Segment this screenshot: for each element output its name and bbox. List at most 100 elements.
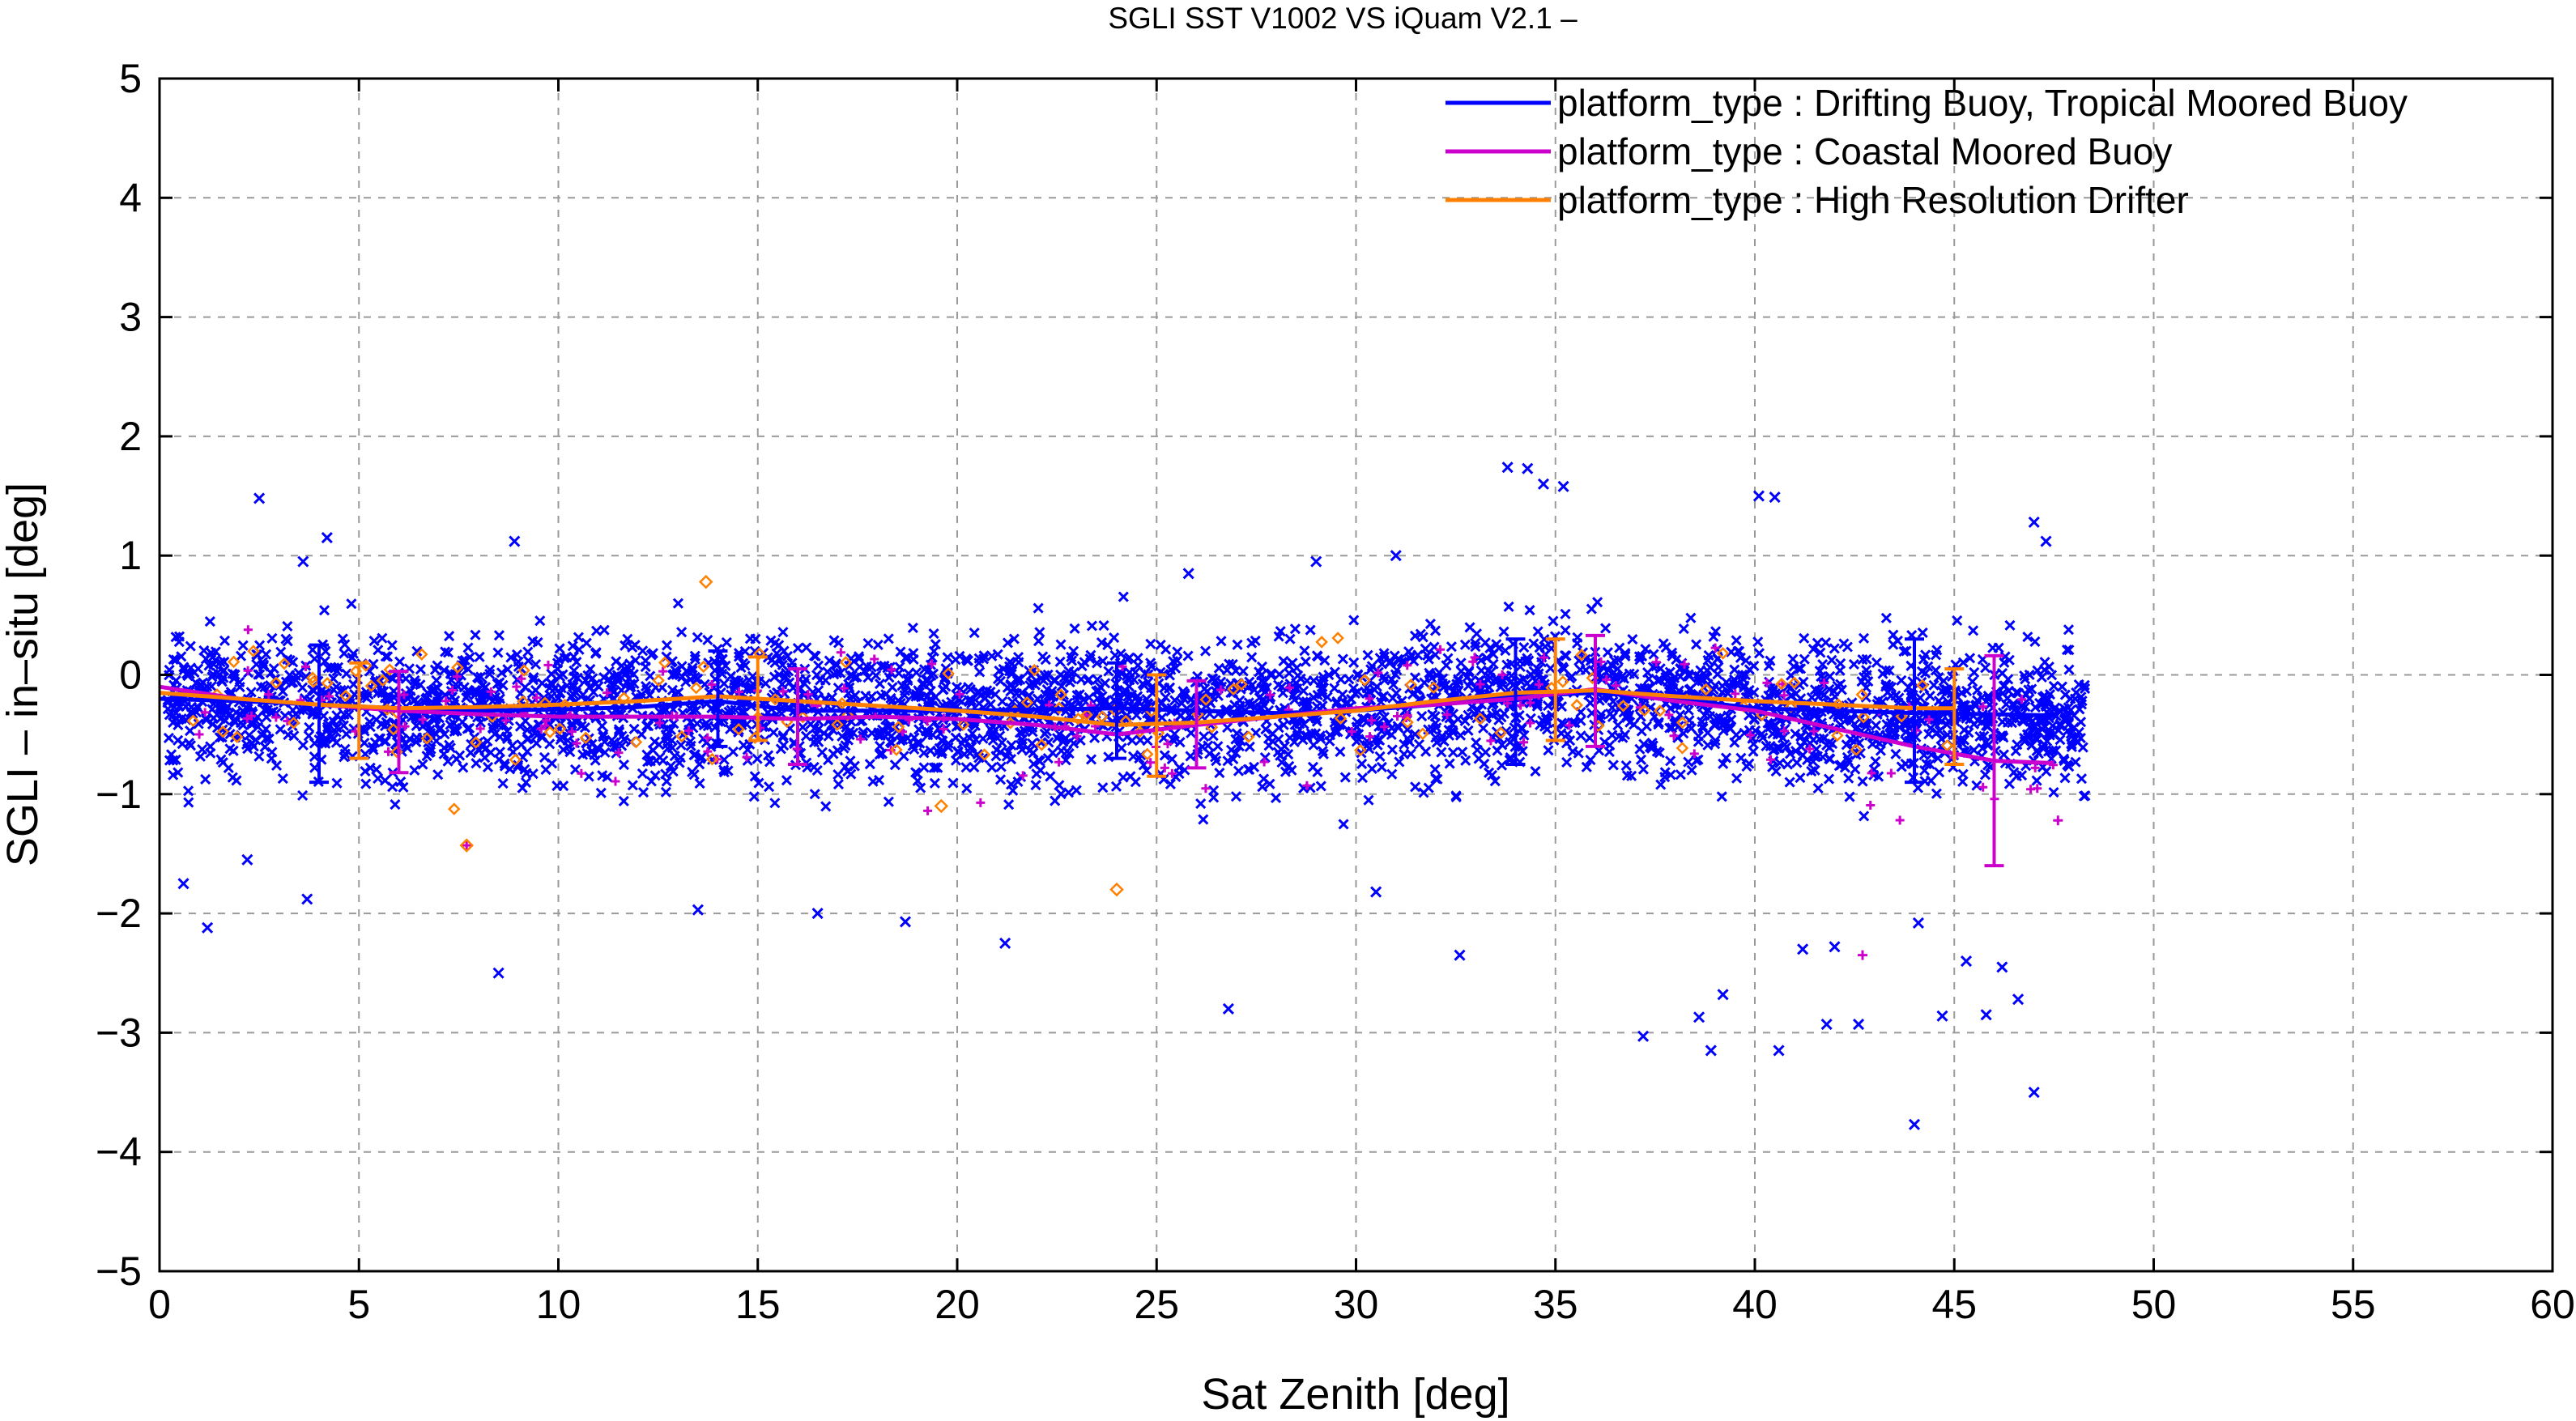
outlier-point <box>1820 1019 1833 1031</box>
outlier-point <box>2040 535 2052 547</box>
drifting-buoy-point <box>527 636 539 647</box>
drifting-buoy-point <box>1290 678 1302 689</box>
drifting-buoy-point <box>1841 739 1852 751</box>
hr-drifter-point <box>420 732 434 745</box>
drifting-buoy-point <box>1757 732 1769 743</box>
drifting-buoy-point <box>168 709 179 721</box>
outlier-point <box>934 798 949 814</box>
drifting-buoy-point <box>844 730 855 741</box>
hr-drifter-point <box>1474 712 1487 725</box>
drifting-buoy-point <box>2070 756 2081 768</box>
drifting-buoy-point <box>168 755 179 766</box>
x-tick-label: 25 <box>1134 1282 1179 1327</box>
drifting-buoy-point <box>188 704 199 715</box>
drifting-buoy-point <box>1266 668 1277 679</box>
coastal-buoy-point <box>1468 657 1478 666</box>
hr-drifter-point <box>1637 704 1651 717</box>
drifting-buoy-point <box>932 762 943 773</box>
outlier-point <box>1773 1044 1785 1057</box>
outlier-point <box>899 916 912 928</box>
drifting-buoy-point <box>874 749 885 760</box>
drifting-buoy-point <box>1769 743 1780 755</box>
drifting-buoy-point <box>1454 730 1467 741</box>
drifting-buoy-point <box>522 646 534 657</box>
drifting-buoy-point <box>338 648 350 659</box>
drifting-buoy-point <box>1386 744 1398 755</box>
drifting-buoy-point <box>676 627 688 638</box>
drifting-buoy-point <box>744 633 756 645</box>
drifting-buoy-point <box>573 632 584 643</box>
drifting-buoy-point <box>227 772 238 783</box>
drifting-buoy-point <box>377 632 388 644</box>
drifting-buoy-point <box>546 758 558 769</box>
drifting-buoy-point <box>1480 747 1492 758</box>
outlier-point <box>1537 478 1550 490</box>
drifting-buoy-point <box>1460 755 1471 766</box>
drifting-buoy-point <box>1957 776 1969 787</box>
drifting-buoy-point <box>1930 649 1942 661</box>
coastal-buoy-point <box>1809 726 1819 736</box>
drifting-buoy-point <box>739 660 751 671</box>
coastal-buoy-point <box>1146 758 1156 768</box>
drifting-buoy-point <box>1977 716 1988 727</box>
drifting-buoy-point <box>2011 771 2022 782</box>
hr-drifter-point <box>448 802 461 815</box>
drifting-buoy-point <box>288 730 300 742</box>
drifting-buoy-point <box>831 667 843 679</box>
drifting-buoy-point <box>1620 760 1632 772</box>
y-axis-label: SGLI – in–situ [deg] <box>0 483 47 866</box>
drifting-buoy-point <box>261 733 272 744</box>
drifting-buoy-point <box>1339 772 1351 783</box>
coastal-buoy-point <box>271 713 281 722</box>
drifting-buoy-point <box>1040 654 1051 666</box>
drifting-buoy-point <box>409 674 420 687</box>
drifting-buoy-point <box>2063 645 2075 656</box>
drifting-buoy-point <box>777 732 789 743</box>
drifting-buoy-point <box>960 762 972 773</box>
drifting-buoy-point <box>994 730 1006 742</box>
drifting-buoy-point <box>1431 722 1442 734</box>
hr-drifter-point <box>553 722 567 735</box>
drifting-buoy-point <box>587 673 598 684</box>
coastal-buoy-point <box>1669 731 1679 741</box>
drifting-buoy-point <box>1931 727 1943 738</box>
coastal-buoy-point <box>324 691 334 701</box>
drifting-buoy-point <box>1103 666 1114 677</box>
hr-drifter-point <box>1494 726 1508 739</box>
drifting-buoy-point <box>1835 657 1846 669</box>
drifting-buoy-point <box>598 729 609 740</box>
y-axis-ticks: −5 −4 −3 −2 −1 0 1 2 3 4 5 <box>96 56 2553 1294</box>
drifting-buoy-point <box>1034 627 1045 638</box>
hr-drifter-point <box>1020 696 1034 709</box>
hr-drifter-point <box>1855 688 1869 701</box>
drifting-buoy-point <box>809 722 820 734</box>
outlier-point <box>253 492 266 504</box>
hr-drifter-point <box>230 730 244 744</box>
coastal-buoy-point <box>887 665 896 674</box>
drifting-buoy-point <box>864 759 875 770</box>
drifting-buoy-point <box>513 759 524 771</box>
hr-drifter-point <box>1331 632 1344 645</box>
drifting-buoy-point <box>1718 758 1729 769</box>
drifting-buoy-point <box>619 734 630 745</box>
drifting-buoy-point <box>1255 670 1267 681</box>
drifting-buoy-point <box>1912 782 1924 793</box>
drifting-buoy-point <box>1584 732 1595 743</box>
drifting-buoy-point <box>1965 653 1976 664</box>
drifting-buoy-point <box>773 640 785 651</box>
drifting-buoy-point <box>1580 653 1591 665</box>
drifting-buoy-point <box>2058 753 2070 764</box>
drifting-buoy-point <box>939 672 951 683</box>
drifting-buoy-point <box>482 761 494 773</box>
drifting-buoy-point <box>2012 739 2023 751</box>
drifting-buoy-point <box>862 672 874 683</box>
drifting-buoy-point <box>1470 641 1481 653</box>
drifting-buoy-point <box>1463 725 1474 736</box>
drifting-buoy-point <box>823 755 834 766</box>
drifting-buoy-point <box>1006 739 1017 751</box>
drifting-buoy-point <box>1084 674 1095 685</box>
coastal-buoy-point <box>923 806 933 815</box>
drifting-buoy-point <box>1518 730 1530 741</box>
hr-drifter-point <box>1788 676 1801 690</box>
drifting-buoy-point <box>585 663 596 674</box>
